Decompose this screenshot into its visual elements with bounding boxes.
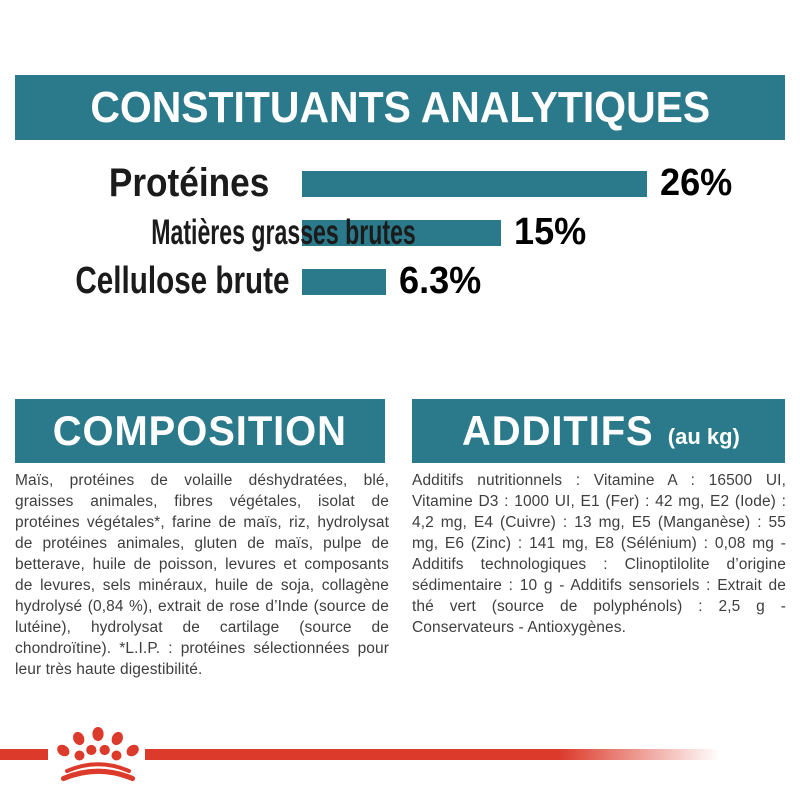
chart-row-label: Cellulose brute	[75, 260, 290, 302]
chart-row: Protéines 26%	[15, 159, 785, 208]
chart-bar	[302, 219, 501, 246]
analytic-constituents-chart: Protéines 26% Matières grasses brutes 15…	[15, 159, 785, 306]
chart-bar-value: 6.3%	[399, 260, 482, 302]
royal-canin-crown-icon	[57, 727, 139, 782]
chart-bar-value: 26%	[660, 162, 733, 204]
chart-bar	[302, 268, 386, 295]
chart-row-label: Matières grasses brutes	[151, 212, 416, 252]
additives-header: ADDITIFS (au kg)	[412, 399, 785, 463]
page-title: CONSTITUANTS ANALYTIQUES	[90, 82, 710, 132]
brand-divider-left	[0, 749, 48, 760]
composition-header: COMPOSITION	[15, 399, 385, 463]
brand-divider-right	[145, 749, 720, 760]
composition-title: COMPOSITION	[52, 407, 348, 454]
analytic-constituents-header: CONSTITUANTS ANALYTIQUES	[15, 75, 785, 140]
chart-row: Matières grasses brutes 15%	[15, 208, 785, 257]
additives-body: Additifs nutritionnels : Vitamine A : 16…	[412, 472, 786, 636]
chart-row-label: Protéines	[108, 161, 269, 205]
chart-bar-value: 15%	[514, 211, 587, 253]
composition-body: Maïs, protéines de volaille déshydratées…	[15, 472, 389, 678]
additives-unit-label: (au kg)	[667, 424, 740, 449]
chart-bar	[302, 170, 647, 197]
additives-title: ADDITIFS	[462, 407, 654, 454]
chart-row: Cellulose brute 6.3%	[15, 257, 785, 306]
